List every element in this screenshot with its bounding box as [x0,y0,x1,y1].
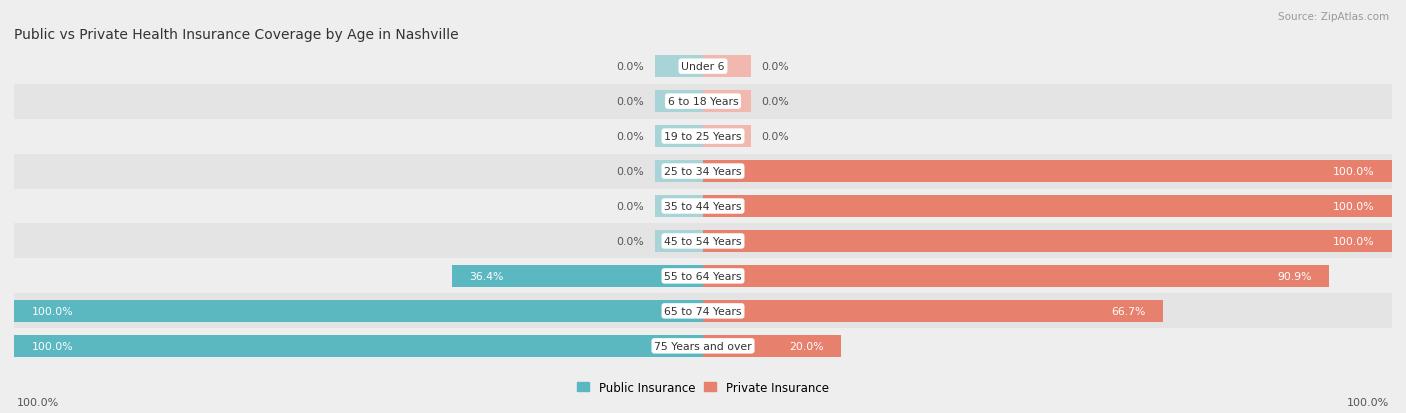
Bar [703,126,751,147]
Text: 75 Years and over: 75 Years and over [654,341,752,351]
Bar [703,266,1329,287]
Text: 0.0%: 0.0% [617,132,644,142]
Bar [453,266,703,287]
Text: 19 to 25 Years: 19 to 25 Years [664,132,742,142]
Text: 35 to 44 Years: 35 to 44 Years [664,202,742,211]
Text: 55 to 64 Years: 55 to 64 Years [664,271,742,281]
Text: 20.0%: 20.0% [789,341,824,351]
Bar [703,335,841,357]
Text: 0.0%: 0.0% [762,97,789,107]
Bar [14,294,1392,329]
Bar [703,300,1163,322]
Bar [655,196,703,217]
Bar [14,335,703,357]
Bar [14,50,1392,84]
Bar [703,56,751,78]
Bar [703,230,1392,252]
Text: 6 to 18 Years: 6 to 18 Years [668,97,738,107]
Text: 0.0%: 0.0% [617,202,644,211]
Bar [14,119,1392,154]
Text: 65 to 74 Years: 65 to 74 Years [664,306,742,316]
Bar [14,329,1392,363]
Text: 0.0%: 0.0% [617,166,644,177]
Text: 66.7%: 66.7% [1111,306,1146,316]
Text: 0.0%: 0.0% [617,97,644,107]
Text: 100.0%: 100.0% [31,306,73,316]
Text: 90.9%: 90.9% [1278,271,1312,281]
Bar [703,91,751,113]
Bar [14,224,1392,259]
Text: 100.0%: 100.0% [1347,397,1389,407]
Text: 100.0%: 100.0% [1333,236,1375,247]
Text: 100.0%: 100.0% [1333,166,1375,177]
Text: 100.0%: 100.0% [31,341,73,351]
Text: Source: ZipAtlas.com: Source: ZipAtlas.com [1278,12,1389,22]
Text: 36.4%: 36.4% [470,271,503,281]
Bar [655,56,703,78]
Text: 45 to 54 Years: 45 to 54 Years [664,236,742,247]
Bar [655,91,703,113]
Bar [14,300,703,322]
Text: 0.0%: 0.0% [617,236,644,247]
Bar [655,161,703,183]
Text: 100.0%: 100.0% [1333,202,1375,211]
Bar [14,154,1392,189]
Bar [703,161,1392,183]
Bar [655,230,703,252]
Text: 0.0%: 0.0% [762,132,789,142]
Text: Under 6: Under 6 [682,62,724,72]
Text: Public vs Private Health Insurance Coverage by Age in Nashville: Public vs Private Health Insurance Cover… [14,28,458,41]
Bar [14,84,1392,119]
Bar [703,196,1392,217]
Bar [655,126,703,147]
Text: 0.0%: 0.0% [762,62,789,72]
Bar [14,189,1392,224]
Text: 0.0%: 0.0% [617,62,644,72]
Text: 25 to 34 Years: 25 to 34 Years [664,166,742,177]
Text: 100.0%: 100.0% [17,397,59,407]
Bar [14,259,1392,294]
Legend: Public Insurance, Private Insurance: Public Insurance, Private Insurance [572,376,834,399]
